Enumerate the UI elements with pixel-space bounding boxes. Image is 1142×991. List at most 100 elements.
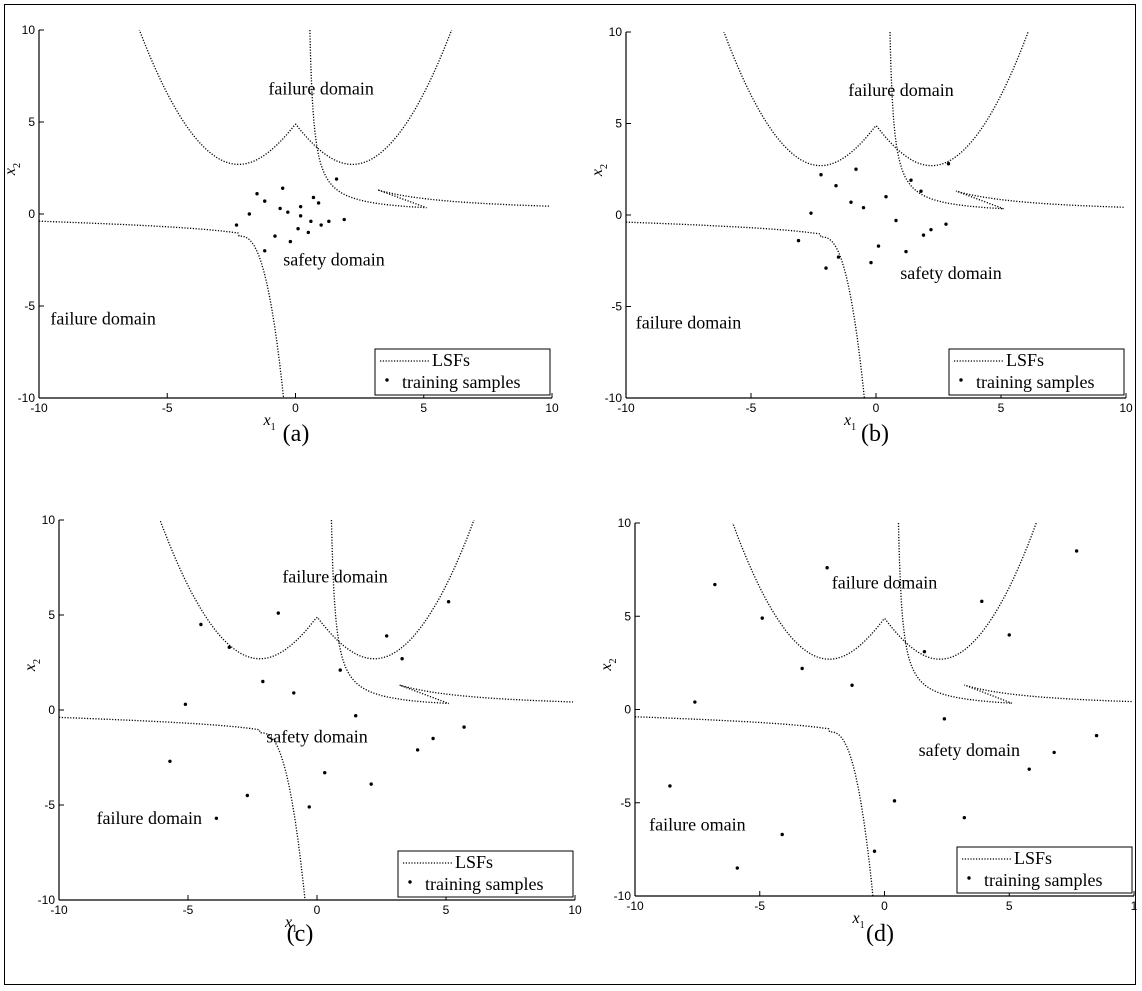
training-sample-point: [894, 218, 898, 223]
training-sample-point: [296, 227, 300, 231]
training-sample-point: [668, 784, 672, 788]
y-axis-label: x2: [2, 163, 23, 176]
legend-sample-swatch: [408, 880, 412, 884]
training-sample-point: [944, 222, 948, 226]
x-tick-label: 10: [568, 903, 582, 917]
training-sample-point: [278, 206, 282, 211]
training-sample-point: [1027, 767, 1031, 771]
x-tick-label: 5: [443, 903, 450, 917]
training-sample-point: [384, 634, 389, 638]
legend-sample-label: training samples: [976, 372, 1094, 392]
training-sample-point: [334, 177, 339, 181]
legend-sample-label: training samples: [402, 372, 520, 392]
training-sample-point: [316, 201, 321, 205]
region-label: safety domain: [266, 726, 367, 746]
training-sample-point: [286, 210, 290, 214]
y-tick-label: -5: [24, 299, 35, 313]
x-axis-label-main: x: [843, 412, 851, 429]
x-tick-label: 0: [873, 401, 880, 415]
training-sample-point: [354, 714, 358, 718]
training-sample-point: [713, 582, 717, 587]
y-tick-label: -10: [605, 391, 623, 405]
y-tick-label: -10: [38, 893, 56, 907]
x-axis-label-main: x: [852, 910, 860, 927]
legend-box: [374, 348, 551, 396]
training-sample-point: [338, 668, 342, 672]
lsf-curve-1: [723, 32, 1029, 167]
panel-caption: (b): [861, 421, 889, 447]
training-sample-point: [1094, 733, 1099, 738]
legend-sample-label: training samples: [984, 870, 1102, 890]
y-axis-label: x2: [22, 659, 43, 672]
training-sample-point: [876, 244, 881, 248]
lsf-curve-2: [330, 520, 573, 705]
y-tick-label: -10: [18, 391, 36, 405]
lsf-curve-3: [39, 220, 285, 398]
x-axis-label: x1: [852, 910, 865, 931]
training-sample-point: [462, 725, 466, 729]
lsf-curves: [59, 520, 573, 900]
x-tick-label: 1: [1131, 899, 1138, 913]
x-tick-label: -5: [183, 903, 194, 917]
training-sample-point: [263, 249, 267, 253]
training-sample-point: [227, 645, 231, 649]
legend-lsf-label: LSFs: [432, 350, 470, 370]
y-axis-label-subscript: 2: [32, 659, 43, 664]
y-axis-label-main: x: [589, 169, 606, 177]
training-sample-point: [921, 233, 926, 237]
y-tick-label: 10: [609, 25, 623, 39]
training-sample-point: [214, 816, 219, 820]
y-tick-label: 5: [615, 117, 622, 131]
training-sample-point: [255, 192, 259, 196]
training-sample-point: [800, 666, 804, 671]
training-sample-point: [872, 849, 877, 853]
lsf-curves: [39, 30, 550, 398]
training-sample-point: [824, 266, 828, 270]
y-tick-label: 10: [42, 513, 56, 527]
y-tick-label: -5: [611, 300, 622, 314]
training-sample-point: [869, 260, 873, 265]
training-sample-point: [273, 234, 277, 238]
legend-sample-swatch: [959, 378, 963, 382]
x-tick-label: -10: [30, 401, 48, 415]
x-tick-label: -5: [754, 899, 765, 913]
legend-sample-swatch: [967, 876, 971, 880]
region-label: failure domain: [848, 80, 953, 100]
y-tick-label: 0: [28, 207, 35, 221]
training-sample-point: [415, 748, 420, 752]
x-tick-label: 5: [1006, 899, 1013, 913]
training-sample-point: [327, 219, 331, 224]
training-sample-point: [298, 214, 303, 218]
training-sample-point: [861, 205, 866, 210]
y-tick-label: 0: [48, 703, 55, 717]
x-tick-label: -5: [746, 401, 757, 415]
legend-box: [948, 348, 1125, 396]
x-tick-label: -5: [162, 401, 173, 415]
x-axis-label: x1: [843, 412, 856, 433]
region-label: failure domain: [50, 308, 155, 328]
x-tick-label: -10: [617, 401, 635, 415]
training-sample-point: [307, 805, 311, 809]
training-sample-point: [946, 162, 951, 166]
training-sample-point: [199, 622, 203, 627]
training-sample-point: [280, 186, 285, 190]
training-sample-point: [849, 200, 853, 204]
y-tick-label: 0: [615, 208, 622, 222]
x-tick-label: 10: [1119, 401, 1133, 415]
training-sample-point: [780, 832, 784, 837]
training-sample-point: [319, 223, 323, 227]
y-tick-label: -5: [44, 798, 55, 812]
region-label: safety domain: [919, 740, 1020, 760]
lsf-curves: [626, 32, 1125, 398]
lsf-curve-1: [138, 30, 453, 166]
training-sample-point: [904, 249, 908, 254]
region-label: failure domain: [282, 567, 387, 587]
training-sample-point: [446, 600, 451, 604]
x-axis-label-subscript: 1: [860, 920, 865, 931]
lsf-curve-1: [732, 523, 1037, 660]
training-sample-point: [922, 649, 927, 654]
x-tick-label: 10: [545, 401, 559, 415]
